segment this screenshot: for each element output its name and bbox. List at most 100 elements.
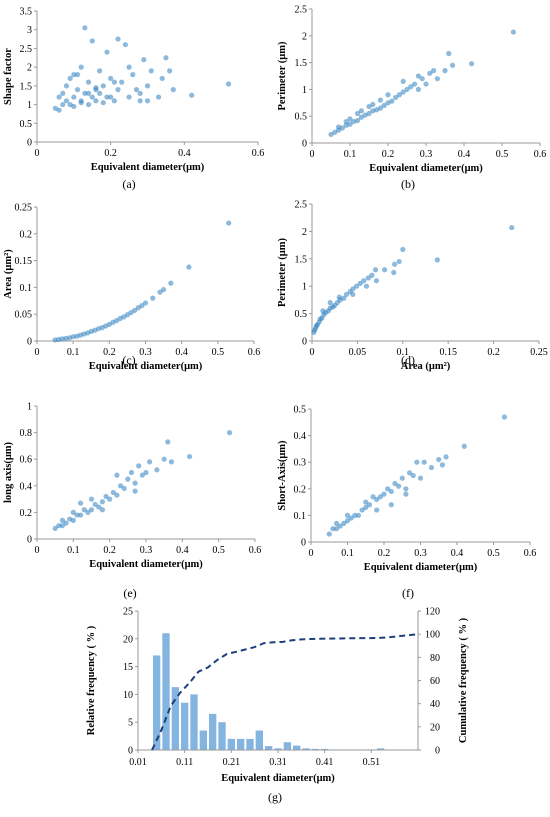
x-tick-label: 0.5 [212, 347, 225, 358]
histogram-bar [293, 745, 301, 750]
data-point [148, 68, 154, 74]
data-point [63, 520, 69, 526]
data-point [417, 475, 424, 481]
data-point [226, 430, 233, 436]
data-point [382, 267, 388, 273]
data-point [353, 283, 360, 289]
y-tick-label: 2.5 [295, 5, 308, 16]
data-point [82, 25, 88, 31]
data-point [412, 81, 418, 87]
x-tick-label: 0.4 [451, 548, 464, 559]
y2-tick-label: 40 [430, 699, 440, 710]
data-point [163, 55, 169, 61]
data-point [85, 90, 92, 96]
y-tick-label: 25 [123, 607, 133, 618]
data-point [82, 90, 88, 96]
data-point [71, 72, 77, 78]
data-point [59, 517, 66, 523]
data-point [428, 464, 435, 471]
data-point [336, 294, 342, 300]
data-point [414, 459, 420, 465]
data-point [366, 103, 372, 110]
data-point [108, 94, 114, 100]
histogram-bar [302, 748, 310, 750]
histogram-bar [218, 722, 226, 750]
data-point [377, 97, 383, 103]
x-axis-label: Equivalent diameter(μm) [91, 162, 205, 173]
x-tick-label: 0.41 [316, 757, 334, 768]
data-point [133, 87, 140, 93]
y-tick-label: 0.1 [294, 511, 307, 522]
y-tick-label: 1.5 [295, 58, 308, 69]
panel-e-long-axis: 0 0.2 0.4 0.6 0.8 1 0 0.1 0.2 0.3 0.4 0.5 0.6 Equival… [3, 402, 261, 601]
data-point [114, 492, 120, 498]
data-point [350, 286, 356, 292]
y-tick-label: 1.5 [295, 254, 308, 265]
data-point [359, 507, 365, 513]
x-axis-label: Equivalent diameter(μm) [89, 559, 203, 570]
histogram-bar [227, 738, 235, 750]
histogram-bar [377, 748, 385, 750]
data-point [132, 307, 138, 314]
data-point [67, 75, 73, 81]
data-point [137, 90, 143, 96]
data-point [400, 78, 406, 84]
x-axis-label: Equivalent diameter(μm) [364, 562, 478, 573]
data-point [358, 114, 364, 120]
data-point [150, 295, 156, 301]
x-tick-label: 0.5 [487, 548, 500, 559]
data-point [155, 94, 162, 100]
data-point [159, 75, 165, 81]
data-point [396, 92, 402, 98]
data-point [355, 110, 361, 117]
data-point [89, 94, 95, 100]
panel-label: (g) [268, 790, 282, 804]
data-point [74, 87, 81, 93]
y-tick-label: 1.5 [20, 81, 33, 92]
data-point [357, 280, 363, 287]
data-point [111, 79, 117, 85]
data-point [56, 94, 62, 100]
data-point [144, 98, 151, 104]
panel-d-perimeter-vs-area: 0 0.5 1 1.5 2 2.5 0 0.05 0.1 0.15 0.2 0.25 Area (μm²… [277, 200, 548, 373]
data-point [93, 98, 99, 104]
y-tick-label: 0.4 [20, 481, 33, 492]
data-point [59, 523, 66, 529]
y2-tick-label: 60 [430, 676, 440, 687]
x-tick-label: 0.25 [530, 347, 548, 358]
y2-tick-label: 0 [435, 746, 440, 757]
y-tick-label: 1 [27, 100, 32, 111]
x-tick-label: 0.2 [103, 347, 116, 358]
y-tick-label: 0 [27, 337, 32, 348]
y-axis-label: Area (μm²) [3, 249, 14, 299]
data-point [442, 68, 448, 74]
data-point [332, 129, 338, 135]
x-axis-label: Equivalent diameter(μm) [89, 361, 203, 372]
data-point [381, 102, 387, 109]
data-point [74, 72, 81, 78]
x-tick-label: 0.1 [341, 548, 354, 559]
y-tick-label: 0.1 [20, 283, 33, 294]
histogram-bar [255, 730, 263, 750]
data-point [350, 291, 356, 298]
data-point [60, 90, 66, 96]
data-point [330, 526, 336, 532]
panel-a-shape-factor: 0 0.5 1 1.5 2 2.5 3 3.5 0 0.2 0.4 0.6 Equivalent dia… [3, 7, 264, 192]
data-point [93, 85, 99, 91]
x-tick-label: 0.5 [496, 149, 509, 160]
x-tick-label: 0.1 [67, 347, 80, 358]
data-point [370, 101, 376, 108]
data-point [96, 504, 102, 510]
data-point [186, 264, 192, 270]
data-point [85, 509, 91, 515]
y-tick-label: 0 [128, 746, 133, 757]
data-point [97, 90, 103, 96]
data-point [103, 493, 109, 500]
data-point [89, 38, 95, 44]
data-point [56, 523, 62, 529]
data-point [406, 470, 413, 476]
data-point [327, 300, 333, 306]
panel-label: (d) [401, 353, 415, 367]
data-point [81, 507, 87, 513]
histogram-bar [265, 746, 273, 750]
